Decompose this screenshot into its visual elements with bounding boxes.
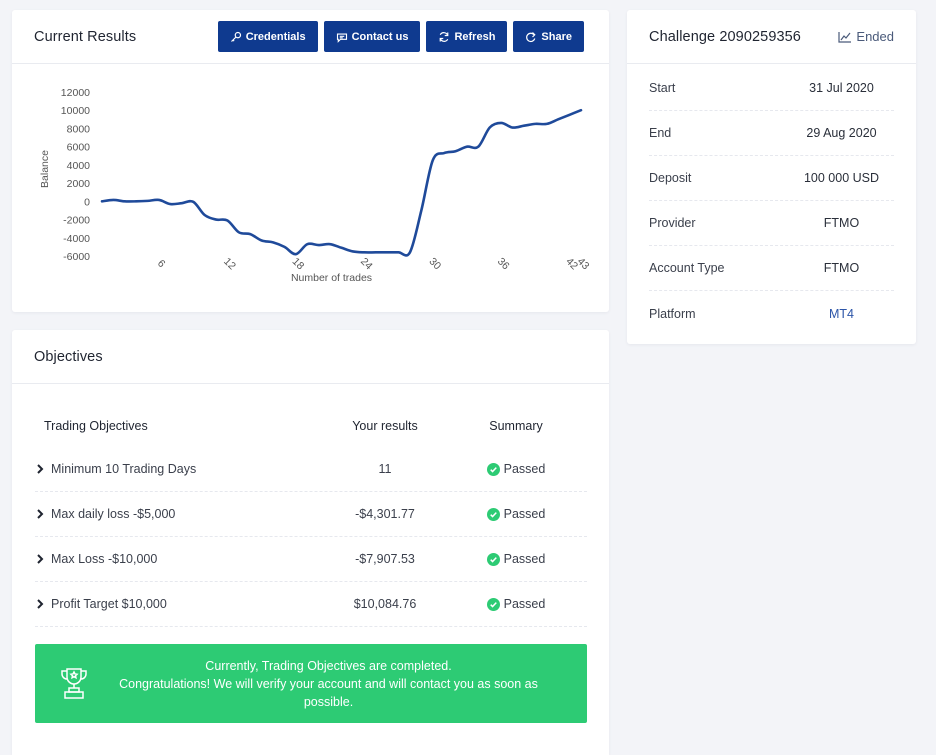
y-tick-label: 0: [84, 196, 90, 208]
info-row-deposit: Deposit 100 000 USD: [649, 156, 894, 201]
objective-row[interactable]: Max daily loss -$5,000 -$4,301.77 Passed: [35, 492, 587, 537]
objective-row[interactable]: Minimum 10 Trading Days 11 Passed: [35, 447, 587, 492]
challenge-title: Challenge 2090259356: [649, 28, 801, 45]
challenge-card: Challenge 2090259356 Ended Start 31 Jul …: [627, 10, 916, 344]
header-summary: Summary: [489, 419, 543, 433]
header-objective: Trading Objectives: [44, 419, 148, 433]
x-tick-label: 36: [495, 256, 512, 273]
contact-us-button[interactable]: Contact us: [323, 21, 421, 52]
success-message: Currently, Trading Objectives are comple…: [35, 657, 587, 711]
info-value: FTMO: [823, 216, 860, 230]
refresh-button[interactable]: Refresh: [426, 21, 508, 52]
objectives-header: Objectives: [12, 330, 609, 384]
key-icon: [230, 31, 241, 42]
info-label: Platform: [649, 306, 696, 321]
info-label: Deposit: [649, 171, 692, 185]
chevron-right-icon[interactable]: [35, 509, 45, 519]
header-result: Your results: [352, 419, 418, 433]
objective-summary: Passed: [503, 462, 546, 476]
objective-summary: Passed: [503, 552, 546, 566]
objective-row[interactable]: Profit Target $10,000 $10,084.76 Passed: [35, 582, 587, 627]
objective-result: 11: [378, 462, 392, 476]
challenge-header: Challenge 2090259356 Ended: [627, 10, 916, 64]
contact-label: Contact us: [351, 30, 409, 43]
info-value: 29 Aug 2020: [806, 126, 877, 140]
objective-label: Minimum 10 Trading Days: [51, 462, 197, 476]
y-tick-label: -2000: [63, 215, 90, 227]
challenge-info-list: Start 31 Jul 2020 End 29 Aug 2020 Deposi…: [627, 66, 916, 336]
y-tick-label: 10000: [61, 105, 90, 117]
chat-icon: [336, 32, 347, 43]
line-chart-icon: [838, 31, 852, 43]
check-circle-icon: [486, 552, 500, 566]
y-tick-label: -4000: [63, 233, 90, 245]
y-tick-label: 6000: [67, 142, 91, 154]
chevron-right-icon[interactable]: [35, 464, 45, 474]
chevron-right-icon[interactable]: [35, 554, 45, 564]
status-badge: Ended: [838, 29, 894, 44]
objectives-table: Trading Objectives Your results Summary …: [35, 405, 587, 627]
share-button[interactable]: Share: [513, 21, 584, 52]
check-circle-icon: [486, 507, 500, 521]
chevron-right-icon[interactable]: [35, 599, 45, 609]
y-tick-label: 12000: [61, 87, 90, 99]
success-line-2: Congratulations! We will verify your acc…: [119, 676, 538, 709]
objective-label: Max daily loss -$5,000: [51, 507, 176, 521]
objective-result: -$7,907.53: [355, 552, 415, 566]
results-header: Current Results Credentials Contact us R…: [12, 10, 609, 64]
objective-result: -$4,301.77: [355, 507, 415, 521]
credentials-label: Credentials: [245, 30, 306, 43]
info-label: Provider: [649, 216, 696, 230]
info-label: Account Type: [649, 261, 725, 275]
info-value: 31 Jul 2020: [809, 81, 874, 95]
x-tick-label: 43: [575, 256, 592, 273]
credentials-button[interactable]: Credentials: [217, 21, 318, 52]
success-alert: Currently, Trading Objectives are comple…: [35, 644, 587, 723]
info-row-provider: Provider FTMO: [649, 201, 894, 246]
objectives-title: Objectives: [34, 348, 103, 365]
results-title: Current Results: [34, 28, 137, 45]
x-tick-label: 12: [221, 256, 238, 273]
y-tick-label: 4000: [67, 160, 91, 172]
results-actions: Credentials Contact us Refresh Share: [217, 21, 584, 52]
current-results-card: Current Results Credentials Contact us R…: [12, 10, 609, 312]
info-row-platform: Platform MT4: [649, 291, 894, 336]
x-tick-label: 6: [155, 258, 168, 271]
refresh-label: Refresh: [454, 30, 496, 43]
objective-label: Max Loss -$10,000: [51, 552, 158, 566]
trophy-icon: [61, 668, 87, 699]
x-tick-label: 18: [290, 256, 307, 273]
objectives-card: Objectives Trading Objectives Your resul…: [12, 330, 609, 755]
info-value: FTMO: [823, 261, 860, 275]
success-line-1: Currently, Trading Objectives are comple…: [205, 658, 452, 673]
info-row-end: End 29 Aug 2020: [649, 111, 894, 156]
x-tick-label: 24: [358, 256, 375, 273]
objective-label: Profit Target $10,000: [51, 597, 167, 611]
x-tick-label: 30: [426, 256, 443, 273]
y-tick-label: 2000: [67, 178, 91, 190]
balance-series-line: [100, 108, 583, 257]
info-value: 100 000 USD: [803, 171, 880, 185]
share-icon: [526, 31, 537, 42]
check-circle-icon: [486, 597, 500, 611]
status-text: Ended: [856, 29, 894, 44]
y-tick-label: -6000: [63, 251, 90, 263]
objective-summary: Passed: [503, 507, 546, 521]
info-label: End: [649, 126, 672, 140]
objective-result: $10,084.76: [353, 597, 417, 611]
info-row-start: Start 31 Jul 2020: [649, 66, 894, 111]
balance-chart: 12000 10000 8000 6000 4000 2000 0 -2000 -4000 -60…: [39, 87, 592, 284]
info-label: Start: [649, 81, 676, 95]
y-axis-label: Balance: [39, 150, 51, 188]
objective-summary: Passed: [503, 597, 546, 611]
info-row-account-type: Account Type FTMO: [649, 246, 894, 291]
refresh-icon: [440, 31, 449, 42]
objective-row[interactable]: Max Loss -$10,000 -$7,907.53 Passed: [35, 537, 587, 582]
x-axis-label: Number of trades: [291, 272, 372, 284]
table-header: Trading Objectives Your results Summary: [35, 405, 587, 447]
y-tick-label: 8000: [67, 123, 91, 135]
share-label: Share: [541, 30, 572, 43]
platform-link[interactable]: MT4: [829, 306, 854, 321]
check-circle-icon: [486, 462, 500, 476]
